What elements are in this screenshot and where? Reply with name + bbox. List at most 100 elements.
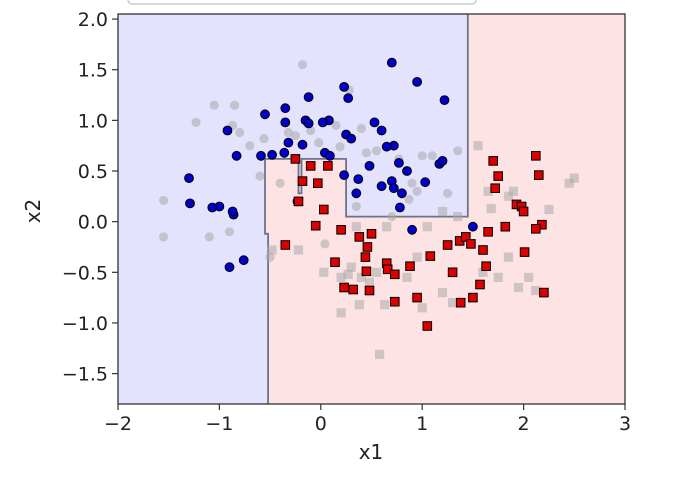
gray-circle-point [159, 232, 169, 242]
gray-circle-point [259, 134, 269, 144]
red-square-point [483, 227, 493, 237]
gray-circle-point [209, 100, 219, 110]
red-square-point [442, 240, 453, 250]
x-axis-label: x1 [359, 440, 384, 464]
red-square-point [313, 178, 323, 188]
blue-circle-point [238, 255, 249, 266]
blue-circle-point [376, 181, 387, 192]
red-square-point [354, 232, 365, 242]
y-tick-label: −1.0 [62, 313, 108, 335]
blue-circle-point [224, 262, 235, 273]
gray-circle-point [245, 141, 255, 151]
red-square-point [412, 292, 422, 303]
decision-boundary-line [264, 14, 469, 404]
red-square-point [447, 267, 458, 278]
gray-square-point [375, 349, 385, 359]
gray-square-point [351, 222, 361, 232]
blue-circle-point [280, 117, 291, 128]
y-axis-label: x2 [21, 199, 45, 224]
gray-circle-point [265, 252, 275, 262]
blue-circle-point [402, 166, 412, 176]
blue-circle-point [303, 118, 314, 129]
blue-circle-point [364, 161, 375, 171]
red-square-point [361, 266, 372, 277]
blue-circle-point [227, 206, 238, 217]
gray-square-point [356, 272, 366, 282]
red-square-point [319, 204, 329, 215]
blue-circle-point [297, 139, 308, 150]
blue-circle-point [407, 224, 418, 235]
decision-regions [118, 14, 625, 404]
red-square-point [305, 161, 316, 171]
blue-circle-point [343, 93, 354, 103]
red-square-point [310, 220, 321, 231]
gray-circle-point [335, 142, 345, 152]
gray-circle-point [412, 186, 422, 196]
plot-frame [117, 13, 626, 405]
gray-square-point [437, 206, 448, 217]
gray-square-point [478, 267, 488, 277]
red-square-point [364, 285, 375, 296]
red-square-point [336, 225, 346, 235]
gray-circle-point [204, 232, 214, 242]
red-square-point [330, 257, 340, 267]
gray-square-point [564, 178, 574, 188]
red-square-point [531, 224, 541, 234]
blue-circle-point [386, 57, 397, 68]
gray-circle-point [443, 188, 453, 198]
red-square-point [488, 156, 498, 166]
blue-circle-point [381, 141, 392, 152]
gray-square-point [508, 186, 519, 196]
red-square-point [405, 261, 415, 271]
gray-circle-point [320, 239, 330, 249]
gray-circle-point [361, 148, 371, 158]
blue-circle-point [185, 198, 195, 209]
gray-square-point [503, 252, 513, 262]
red-square-point [490, 183, 500, 193]
blue-circle-point [317, 117, 328, 128]
gray-circle-point [427, 151, 437, 161]
blue-circle-point [376, 125, 387, 136]
red-square-point [382, 264, 393, 275]
blue-circle-point [303, 92, 314, 102]
class-0-region [118, 14, 468, 404]
gray-square-point [483, 186, 493, 196]
gray-square-point [544, 204, 554, 215]
blue-circle-point [412, 77, 423, 87]
blue-circle-point [388, 183, 399, 194]
gray-square-point [473, 141, 483, 151]
gray-square-point [402, 272, 412, 282]
gray-square-point [422, 222, 432, 232]
gray-circle-point [331, 120, 341, 130]
gray-square-point [380, 300, 390, 310]
gray-square-point [569, 173, 579, 183]
gray-circle-point [224, 227, 235, 237]
gray-circle-point [297, 60, 308, 70]
gray-circle-point [314, 138, 324, 148]
blue-circle-point [351, 188, 362, 199]
gray-square-point [346, 262, 356, 272]
blue-circle-point [207, 202, 218, 213]
x-tick-label: −2 [104, 413, 132, 435]
blue-circle-point [420, 177, 431, 188]
gray-circle-point [255, 171, 265, 181]
gray-square-point [453, 212, 463, 222]
blue-circle-point [346, 133, 357, 144]
red-square-point [323, 161, 333, 171]
red-square-point [455, 297, 466, 308]
blue-circle-point [339, 170, 350, 181]
blue-circle-point [279, 147, 290, 158]
red-square-point [348, 284, 358, 295]
gray-circle-point [275, 178, 285, 188]
legend-box-edge [127, 0, 477, 5]
gray-circle-point [230, 100, 240, 110]
red-square-point [293, 196, 304, 207]
gray-circle-point [283, 127, 293, 138]
gray-square-point [513, 282, 524, 293]
gray-square-point [493, 272, 503, 282]
x-tick-label: 2 [518, 413, 530, 435]
gray-circle-point [290, 131, 300, 141]
red-square-point [534, 170, 544, 180]
gray-square-point [486, 203, 496, 214]
